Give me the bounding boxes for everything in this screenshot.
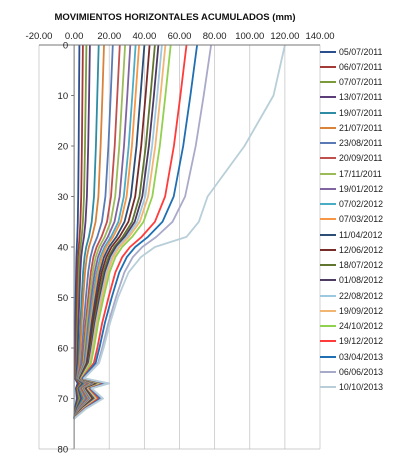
legend-label: 21/07/2011 — [339, 122, 383, 133]
legend-swatch — [320, 187, 336, 190]
y-tick-label: 50 — [58, 293, 69, 304]
legend-swatch — [320, 233, 336, 236]
legend-swatch — [320, 248, 336, 251]
y-tick-label: 20 — [58, 142, 69, 153]
x-tick-label: 40.00 — [132, 31, 156, 42]
chart-title: MOVIMIENTOS HORIZONTALES ACUMULADOS (mm) — [54, 12, 296, 23]
legend-item: 07/03/2012 — [320, 212, 408, 227]
legend-label: 06/06/2013 — [339, 366, 384, 377]
legend-item: 12/06/2012 — [320, 242, 408, 257]
legend-swatch — [320, 279, 336, 282]
x-tick-label: 80.00 — [203, 31, 227, 42]
legend-swatch — [320, 309, 336, 312]
legend-label: 12/06/2012 — [339, 244, 384, 255]
legend-item: 13/07/2011 — [320, 90, 408, 105]
legend-swatch — [320, 81, 336, 84]
legend-item: 18/07/2012 — [320, 258, 408, 273]
legend-item: 06/06/2013 — [320, 364, 408, 379]
legend-label: 19/07/2011 — [339, 107, 383, 118]
legend-swatch — [320, 218, 336, 221]
chart-axes — [39, 44, 320, 450]
legend-swatch — [320, 386, 336, 389]
legend-label: 19/12/2012 — [339, 336, 384, 347]
legend-label: 19/01/2012 — [339, 183, 384, 194]
legend-item: 19/09/2012 — [320, 303, 408, 318]
legend-label: 20/09/2011 — [339, 153, 383, 164]
legend-swatch — [320, 203, 336, 206]
legend-label: 07/07/2011 — [339, 77, 383, 88]
legend-swatch — [320, 126, 336, 129]
legend-item: 24/10/2012 — [320, 319, 408, 334]
x-tick-label: 100.00 — [235, 31, 264, 42]
legend-swatch — [320, 370, 336, 373]
y-tick-label: 0 — [63, 41, 68, 52]
y-axis-tick-labels: 0 10 20 30 40 50 60 70 80 — [58, 41, 69, 456]
legend-item: 10/10/2013 — [320, 380, 408, 395]
legend-item: 22/08/2012 — [320, 288, 408, 303]
legend-label: 07/03/2012 — [339, 214, 384, 225]
legend-swatch — [320, 142, 336, 145]
legend-item: 07/02/2012 — [320, 197, 408, 212]
legend-label: 11/04/2012 — [339, 229, 383, 240]
legend-label: 03/04/2013 — [339, 351, 384, 362]
legend-swatch — [320, 264, 336, 267]
legend-item: 03/04/2013 — [320, 349, 408, 364]
legend-item: 21/07/2011 — [320, 120, 408, 135]
x-tick-label: 140.00 — [305, 31, 334, 42]
legend-swatch — [320, 157, 336, 160]
legend-swatch — [320, 172, 336, 175]
y-tick-label: 70 — [58, 394, 69, 405]
legend-item: 19/07/2011 — [320, 105, 408, 120]
legend-label: 24/10/2012 — [339, 321, 384, 332]
legend-item: 11/04/2012 — [320, 227, 408, 242]
legend-item: 19/01/2012 — [320, 181, 408, 196]
legend-swatch — [320, 340, 336, 343]
x-tick-label: 20.00 — [97, 31, 121, 42]
legend-item: 06/07/2011 — [320, 59, 408, 74]
legend-label: 07/02/2012 — [339, 199, 384, 210]
y-tick-label: 80 — [58, 445, 69, 456]
y-tick-label: 30 — [58, 192, 69, 203]
legend-swatch — [320, 50, 336, 53]
chart-series-lines — [73, 44, 286, 420]
legend-item: 17/11/2011 — [320, 166, 408, 181]
legend-label: 23/08/2011 — [339, 138, 383, 149]
y-tick-label: 10 — [58, 91, 69, 102]
x-tick-label: -20.00 — [26, 31, 53, 42]
series-line-23 — [73, 44, 286, 420]
legend-swatch — [320, 355, 336, 358]
legend-swatch — [320, 325, 336, 328]
legend-label: 10/10/2013 — [339, 382, 384, 393]
legend-label: 22/08/2012 — [339, 290, 384, 301]
x-tick-label: 120.00 — [270, 31, 299, 42]
y-tick-label: 60 — [58, 344, 69, 355]
legend-item: 07/07/2011 — [320, 75, 408, 90]
legend-swatch — [320, 65, 336, 68]
legend-label: 05/07/2011 — [339, 46, 383, 57]
legend-item: 05/07/2011 — [320, 44, 408, 59]
legend-label: 19/09/2012 — [339, 305, 384, 316]
x-tick-label: 60.00 — [168, 31, 192, 42]
y-tick-label: 40 — [58, 243, 69, 254]
legend-label: 01/08/2012 — [339, 275, 384, 286]
legend-item: 01/08/2012 — [320, 273, 408, 288]
legend-swatch — [320, 294, 336, 297]
legend-label: 06/07/2011 — [339, 61, 383, 72]
x-tick-label: 0.00 — [65, 31, 84, 42]
x-axis-tick-labels: -20.00 0.00 20.00 40.00 60.00 80.00 100.00 120.… — [26, 31, 335, 42]
legend-swatch — [320, 111, 336, 114]
legend-swatch — [320, 96, 336, 99]
legend-label: 18/07/2012 — [339, 260, 384, 271]
chart-legend: 05/07/2011 06/07/2011 07/07/2011 13/07/2011… — [320, 44, 408, 395]
legend-item: 19/12/2012 — [320, 334, 408, 349]
legend-label: 17/11/2011 — [339, 168, 382, 179]
legend-label: 13/07/2011 — [339, 92, 383, 103]
legend-item: 20/09/2011 — [320, 151, 408, 166]
legend-item: 23/08/2011 — [320, 136, 408, 151]
